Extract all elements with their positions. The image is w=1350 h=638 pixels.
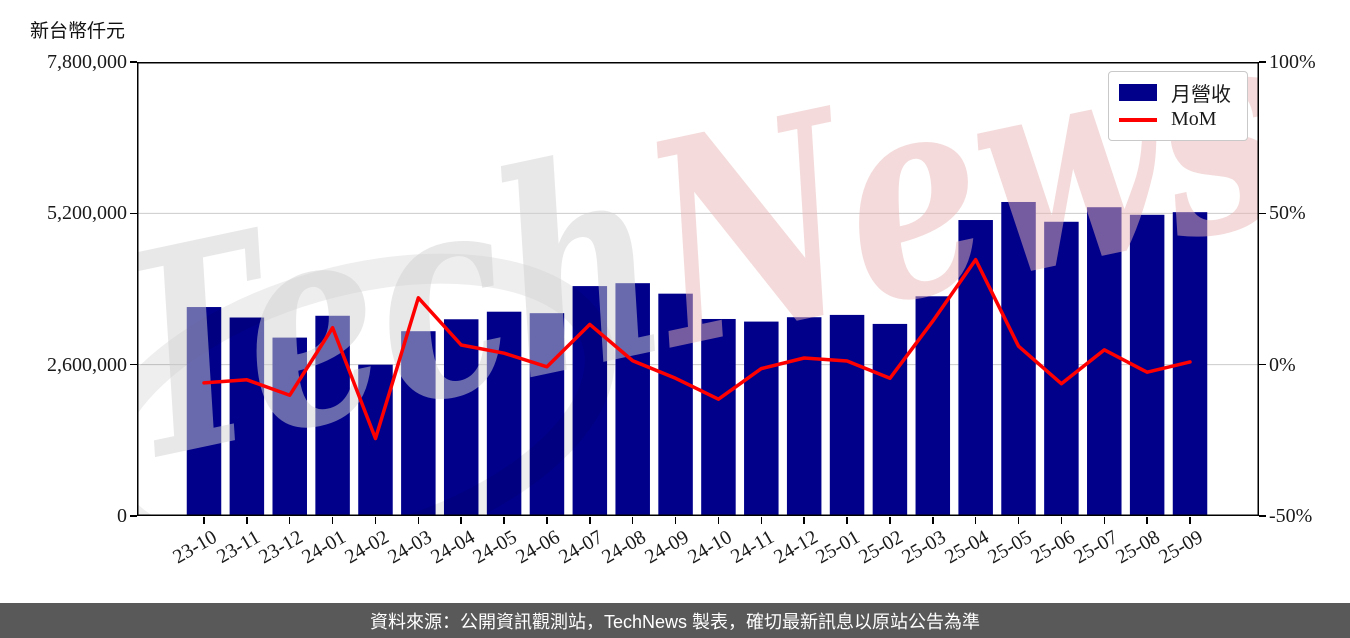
bar-24-08 <box>615 283 650 516</box>
axis-tick <box>288 517 291 524</box>
y-axis-left-label: 5,200,000 <box>47 202 127 225</box>
x-axis-label: 25-09 <box>1155 526 1207 569</box>
y-axis-right-label: 0% <box>1269 353 1296 376</box>
chart-canvas: TechNews <box>137 62 1259 516</box>
axis-tick <box>129 515 137 517</box>
axis-tick <box>1258 61 1266 63</box>
axis-tick <box>203 517 205 524</box>
axis-tick <box>1060 517 1063 524</box>
axis-tick <box>129 212 137 215</box>
axis-tick <box>760 517 763 524</box>
mom-line <box>202 257 1192 441</box>
axis-tick <box>1258 363 1266 366</box>
bar-24-05 <box>486 311 522 516</box>
legend-mom-label: MoM <box>1171 108 1217 130</box>
bar-23-11 <box>229 317 265 516</box>
y-axis-right-label: 100% <box>1269 51 1316 73</box>
axis-tick <box>503 517 505 524</box>
axis-tick <box>631 517 634 524</box>
axis-tick <box>1258 212 1266 215</box>
bar-24-06 <box>529 313 565 516</box>
axis-tick <box>717 517 720 524</box>
axis-tick <box>460 517 462 524</box>
axis-tick <box>589 517 591 524</box>
bar-24-09 <box>658 293 693 516</box>
axis-tick <box>803 517 805 524</box>
legend-revenue-label: 月營收 <box>1171 84 1231 106</box>
y-axis-right-label: 50% <box>1269 202 1306 225</box>
y-axis-right-label: -50% <box>1269 505 1313 527</box>
plot-border <box>137 62 1259 516</box>
axis-tick <box>1189 517 1191 524</box>
bar-25-06 <box>1044 221 1079 516</box>
legend: 月營收 MoM <box>1108 71 1248 141</box>
axis-tick <box>1146 517 1148 524</box>
bar-24-10 <box>701 318 736 516</box>
bar-24-02 <box>358 364 393 516</box>
bar-23-12 <box>272 337 307 516</box>
bar-24-04 <box>443 319 479 516</box>
axis-tick <box>674 517 677 524</box>
axis-tick <box>129 61 137 63</box>
bar-25-05 <box>1001 201 1036 516</box>
bar-24-11 <box>744 321 779 516</box>
bar-25-03 <box>915 296 951 516</box>
y-axis-left-label: 0 <box>117 505 127 527</box>
bar-24-03 <box>401 331 436 516</box>
bar-25-04 <box>958 220 993 516</box>
left-axis-unit-label: 新台幣仟元 <box>30 21 126 42</box>
revenue-bars <box>186 201 1208 516</box>
bar-25-01 <box>829 314 865 516</box>
mom-line-layer <box>202 257 1192 441</box>
bar-24-12 <box>786 317 822 516</box>
footer-bar: 資料來源：公開資訊觀測站，TechNews 製表，確切最新訊息以原站公告為準 <box>0 603 1350 638</box>
axis-tick <box>374 517 377 524</box>
watermark-swoosh-shape <box>137 253 615 516</box>
axis-tick <box>546 517 548 524</box>
footer-source-text: 資料來源：公開資訊觀測站，TechNews 製表，確切最新訊息以原站公告為準 <box>369 611 981 632</box>
legend-item-mom: MoM <box>1119 106 1237 133</box>
legend-item-revenue: 月營收 <box>1119 79 1237 106</box>
bar-25-07 <box>1087 207 1122 516</box>
axis-tick <box>331 517 334 524</box>
axis-tick <box>1103 517 1106 524</box>
axis-tick <box>889 517 891 524</box>
bar-24-01 <box>315 315 350 516</box>
axis-tick <box>129 363 137 366</box>
y-axis-left-label: 7,800,000 <box>47 51 127 73</box>
y-axis-left-label: 2,600,000 <box>47 353 127 376</box>
legend-bar-swatch <box>1119 84 1157 101</box>
legend-line-swatch <box>1119 117 1157 122</box>
bar-25-02 <box>872 323 908 516</box>
axis-tick <box>1017 517 1020 524</box>
axis-tick <box>1258 515 1266 517</box>
axis-tick <box>932 517 934 524</box>
axis-tick <box>417 517 420 524</box>
bar-23-10 <box>186 307 222 516</box>
axis-tick <box>846 517 848 524</box>
axis-tick <box>246 517 248 524</box>
axis-tick <box>974 517 977 524</box>
